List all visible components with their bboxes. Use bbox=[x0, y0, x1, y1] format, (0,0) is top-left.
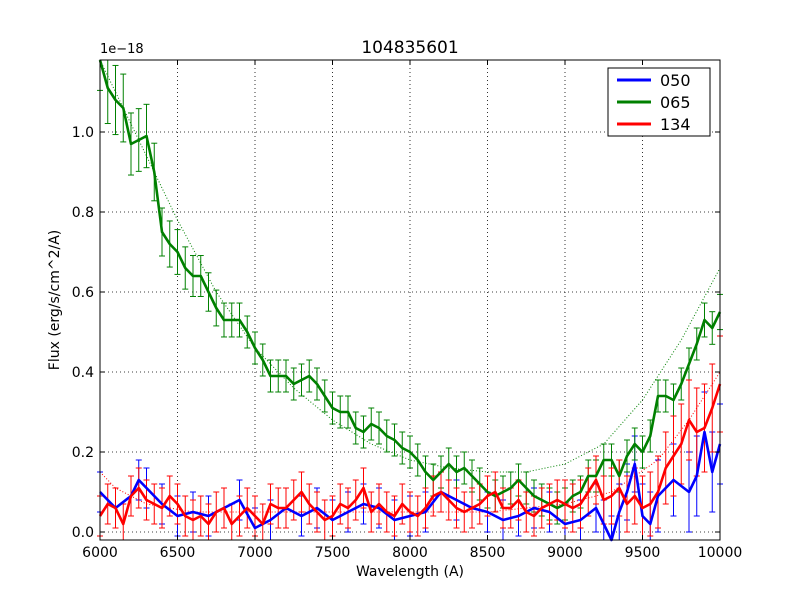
y-offset-label: 1e−18 bbox=[100, 42, 144, 57]
y-tick-label: 0.6 bbox=[72, 285, 94, 301]
x-tick-label: 8000 bbox=[392, 545, 428, 561]
y-tick-label: 1.0 bbox=[72, 125, 94, 141]
x-tick-label: 9500 bbox=[625, 545, 661, 561]
legend-label-050: 050 bbox=[660, 71, 691, 90]
y-tick-label: 0.2 bbox=[72, 445, 94, 461]
x-tick-label: 7500 bbox=[315, 545, 351, 561]
x-tick-label: 8500 bbox=[470, 545, 506, 561]
y-tick-label: 0.0 bbox=[72, 525, 94, 541]
plot-frame bbox=[99, 59, 721, 541]
axis-ticks: 6000 6500 7000 7500 8000 8500 9000 9500 10000 0.0… bbox=[72, 60, 743, 561]
legend-label-065: 065 bbox=[660, 93, 691, 112]
legend-label-134: 134 bbox=[660, 115, 691, 134]
y-tick-label: 0.8 bbox=[72, 205, 94, 221]
legend: 050 065 134 bbox=[607, 67, 711, 137]
y-axis-label: Flux (erg/s/cm^2/A) bbox=[47, 230, 63, 370]
series-lines bbox=[98, 59, 722, 542]
x-tick-label: 6000 bbox=[82, 545, 118, 561]
y-tick-label: 0.4 bbox=[72, 365, 94, 381]
model-fit-065-model bbox=[99, 59, 721, 473]
x-tick-label: 9000 bbox=[547, 545, 583, 561]
x-tick-label: 10000 bbox=[698, 545, 743, 561]
x-tick-label: 7000 bbox=[237, 545, 273, 561]
series-line-050 bbox=[99, 430, 722, 542]
series-line-065 bbox=[98, 59, 722, 510]
x-axis-label: Wavelength (A) bbox=[356, 564, 464, 580]
chart-title: 104835601 bbox=[361, 38, 458, 58]
series-line-134 bbox=[98, 383, 722, 526]
x-tick-label: 6500 bbox=[160, 545, 196, 561]
